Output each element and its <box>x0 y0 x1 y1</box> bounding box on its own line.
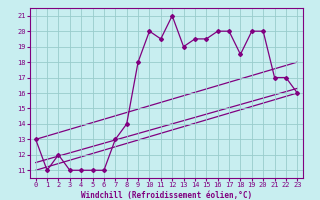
X-axis label: Windchill (Refroidissement éolien,°C): Windchill (Refroidissement éolien,°C) <box>81 191 252 200</box>
